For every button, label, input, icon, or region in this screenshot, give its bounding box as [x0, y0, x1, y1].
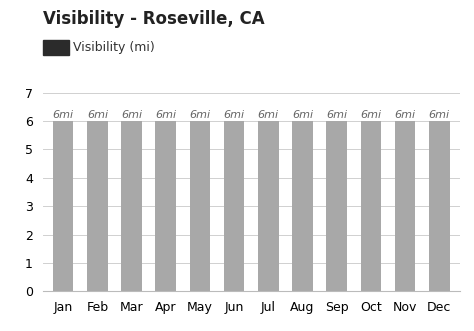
Text: 6mi: 6mi [121, 110, 142, 119]
Bar [53, 121, 73, 291]
Text: 6mi: 6mi [155, 110, 176, 119]
Bar [395, 121, 415, 291]
Bar [361, 121, 381, 291]
Text: Visibility - Roseville, CA: Visibility - Roseville, CA [43, 10, 264, 28]
Text: Visibility (mi): Visibility (mi) [73, 41, 155, 54]
Bar [155, 121, 176, 291]
Bar [121, 121, 142, 291]
Bar [258, 121, 279, 291]
Text: 6mi: 6mi [428, 110, 450, 119]
Text: 6mi: 6mi [224, 110, 245, 119]
Text: 6mi: 6mi [190, 110, 210, 119]
Text: 6mi: 6mi [394, 110, 416, 119]
Bar [292, 121, 313, 291]
Text: 6mi: 6mi [87, 110, 108, 119]
Text: 6mi: 6mi [292, 110, 313, 119]
Text: 6mi: 6mi [360, 110, 382, 119]
Text: 6mi: 6mi [53, 110, 74, 119]
Bar [327, 121, 347, 291]
Text: 6mi: 6mi [326, 110, 347, 119]
Bar [429, 121, 449, 291]
Bar [87, 121, 108, 291]
Bar [224, 121, 245, 291]
Text: 6mi: 6mi [258, 110, 279, 119]
Bar [190, 121, 210, 291]
